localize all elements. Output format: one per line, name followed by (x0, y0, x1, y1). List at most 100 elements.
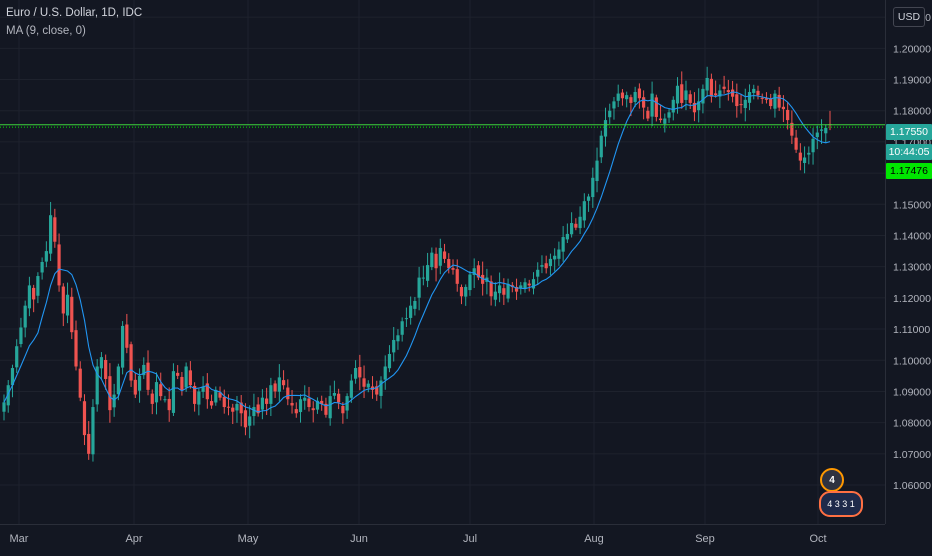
candle-body (544, 263, 548, 269)
candle-body (337, 393, 341, 403)
candle-body (23, 305, 27, 328)
candle-body (705, 77, 709, 91)
candle-body (260, 397, 264, 410)
price-tick-label: 1.06000 (893, 480, 931, 492)
candle-body (531, 279, 536, 289)
candle-body (582, 201, 586, 221)
candle-body (108, 376, 112, 411)
candle-body (421, 277, 425, 279)
candle-body (493, 291, 497, 300)
candlestick-chart[interactable] (0, 0, 885, 524)
candle-body (298, 399, 303, 413)
candle-body (527, 283, 531, 286)
candle-body (565, 233, 569, 240)
candle-body (91, 407, 95, 455)
candle-body (6, 385, 10, 406)
candle-body (417, 277, 421, 298)
candle-body (10, 368, 15, 386)
candle-body (786, 109, 790, 121)
candle-body (540, 265, 544, 267)
candle-body (277, 377, 281, 392)
countdown-badge: 10:44:05 (886, 144, 932, 160)
candle-body (32, 287, 36, 300)
candle-body (231, 407, 235, 412)
candle-body (222, 396, 226, 408)
candle-body (366, 383, 370, 388)
candle-body (353, 368, 358, 379)
price-tick-label: 1.08000 (893, 418, 931, 430)
candle-body (468, 274, 472, 291)
ma-indicator-label[interactable]: MA (9, close, 0) (6, 25, 86, 37)
time-scale[interactable]: Mar Apr May Jun Jul Aug Sep Oct (0, 524, 885, 551)
candle-body (815, 132, 819, 138)
candle-body (125, 324, 129, 348)
candle-body (430, 252, 434, 268)
candle-body (451, 268, 455, 270)
candle-body (167, 398, 171, 411)
candle-body (425, 265, 430, 281)
symbol-title[interactable]: Euro / U.S. Dollar, 1D, IDC (6, 7, 143, 19)
candle-body (311, 408, 315, 411)
candle-body (82, 401, 87, 436)
candle-body (392, 339, 396, 353)
candle-body (99, 357, 104, 369)
candle-body (294, 409, 298, 414)
candle-body (171, 371, 176, 413)
grid-lines (0, 0, 885, 524)
time-tick-label: Mar (10, 533, 29, 545)
candle-body (112, 394, 116, 408)
price-axis-labels: 1.06000 1.07000 1.08000 1.09000 1.10000 1.110… (893, 12, 931, 492)
candle-body (722, 86, 726, 89)
time-tick-label: May (238, 533, 259, 545)
candle-body (53, 217, 57, 242)
price-scale[interactable]: 1.06000 1.07000 1.08000 1.09000 1.10000 1.110… (885, 0, 932, 524)
candle-body (307, 398, 311, 408)
economic-events-icon[interactable]: 4 3 3 1 (819, 491, 863, 517)
candle-body (74, 330, 78, 367)
candle-body (646, 110, 650, 119)
candle-body (548, 258, 553, 267)
candle-body (714, 93, 718, 96)
candle-body (658, 118, 663, 121)
candle-body (637, 88, 641, 99)
candle-body (735, 94, 739, 107)
candle-body (692, 102, 697, 113)
candle-body (595, 160, 599, 182)
candle-body (150, 393, 154, 404)
price-tick-label: 1.07000 (893, 449, 931, 461)
candle-body (201, 386, 205, 392)
candle-body (599, 135, 603, 158)
candle-body (159, 384, 163, 397)
candle-body (193, 385, 197, 404)
ma-price-badge: 1.17476 (886, 163, 932, 179)
candle-body (243, 410, 248, 428)
candle-body (684, 90, 688, 100)
candle-body (824, 127, 828, 134)
candle-body (142, 364, 146, 376)
candle-body (214, 389, 218, 403)
candle-body (239, 402, 243, 414)
candle-body (146, 362, 150, 390)
candle-body (586, 196, 591, 201)
chart-pane[interactable]: Euro / U.S. Dollar, 1D, IDC MA (9, close… (0, 0, 885, 524)
candle-body (315, 400, 320, 410)
candle-body (209, 401, 214, 406)
candle-body (188, 370, 192, 386)
candle-body (819, 129, 824, 131)
price-tick-label: 1.12000 (893, 293, 931, 305)
ideas-badge-icon[interactable]: 4 (820, 468, 844, 492)
currency-button[interactable]: USD (893, 7, 925, 27)
candle-body (269, 385, 273, 404)
candle-body (256, 404, 260, 414)
candle-body (197, 391, 201, 405)
ma-line (3, 91, 831, 413)
candle-body (104, 360, 108, 379)
candle-body (341, 406, 345, 414)
candle-body (61, 286, 65, 314)
candle-body (379, 380, 383, 396)
price-tick-label: 1.13000 (893, 262, 931, 274)
candle-body (121, 325, 125, 368)
candles (2, 66, 832, 462)
candle-body (570, 223, 574, 235)
candle-body (65, 294, 70, 316)
